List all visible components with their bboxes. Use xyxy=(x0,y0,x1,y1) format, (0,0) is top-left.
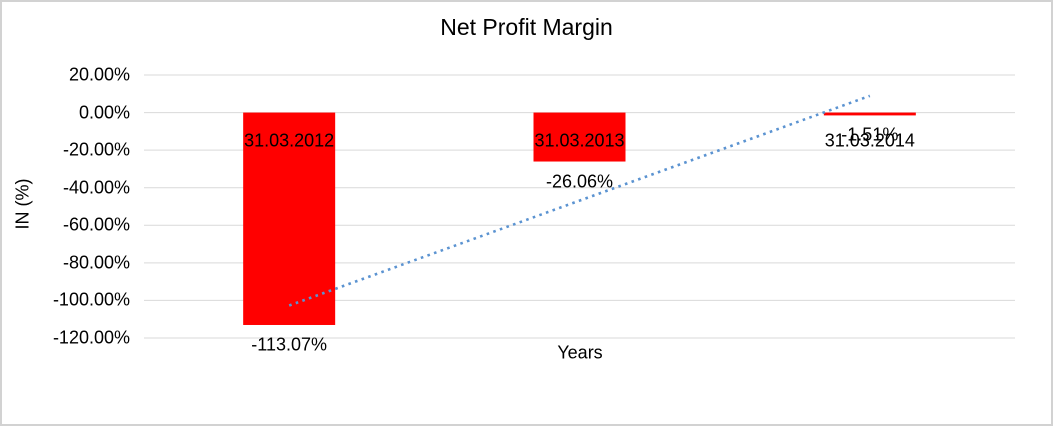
y-tick-label: 0.00% xyxy=(78,102,130,123)
trendline xyxy=(288,94,871,307)
chart-title: Net Profit Margin xyxy=(440,14,613,40)
bar xyxy=(823,112,916,116)
y-tick-label: -60.00% xyxy=(62,214,130,235)
bar xyxy=(243,112,336,325)
y-tick-label: -120.00% xyxy=(52,327,130,348)
y-tick-label: -100.00% xyxy=(52,289,130,310)
y-tick-label: -80.00% xyxy=(62,252,130,273)
y-tick-label: -20.00% xyxy=(62,139,130,160)
data-label: -1.51% xyxy=(841,124,899,145)
category-label: 31.03.2013 xyxy=(534,130,625,151)
y-tick-label: -40.00% xyxy=(62,177,130,198)
data-label: -26.06% xyxy=(545,171,614,192)
data-label: -113.07% xyxy=(251,334,328,355)
y-tick-label: 20.00% xyxy=(68,64,130,85)
x-axis-title: Years xyxy=(557,342,603,363)
category-label: 31.03.2014 xyxy=(824,130,915,151)
category-label: 31.03.2012 xyxy=(244,130,335,151)
bar xyxy=(533,112,626,162)
